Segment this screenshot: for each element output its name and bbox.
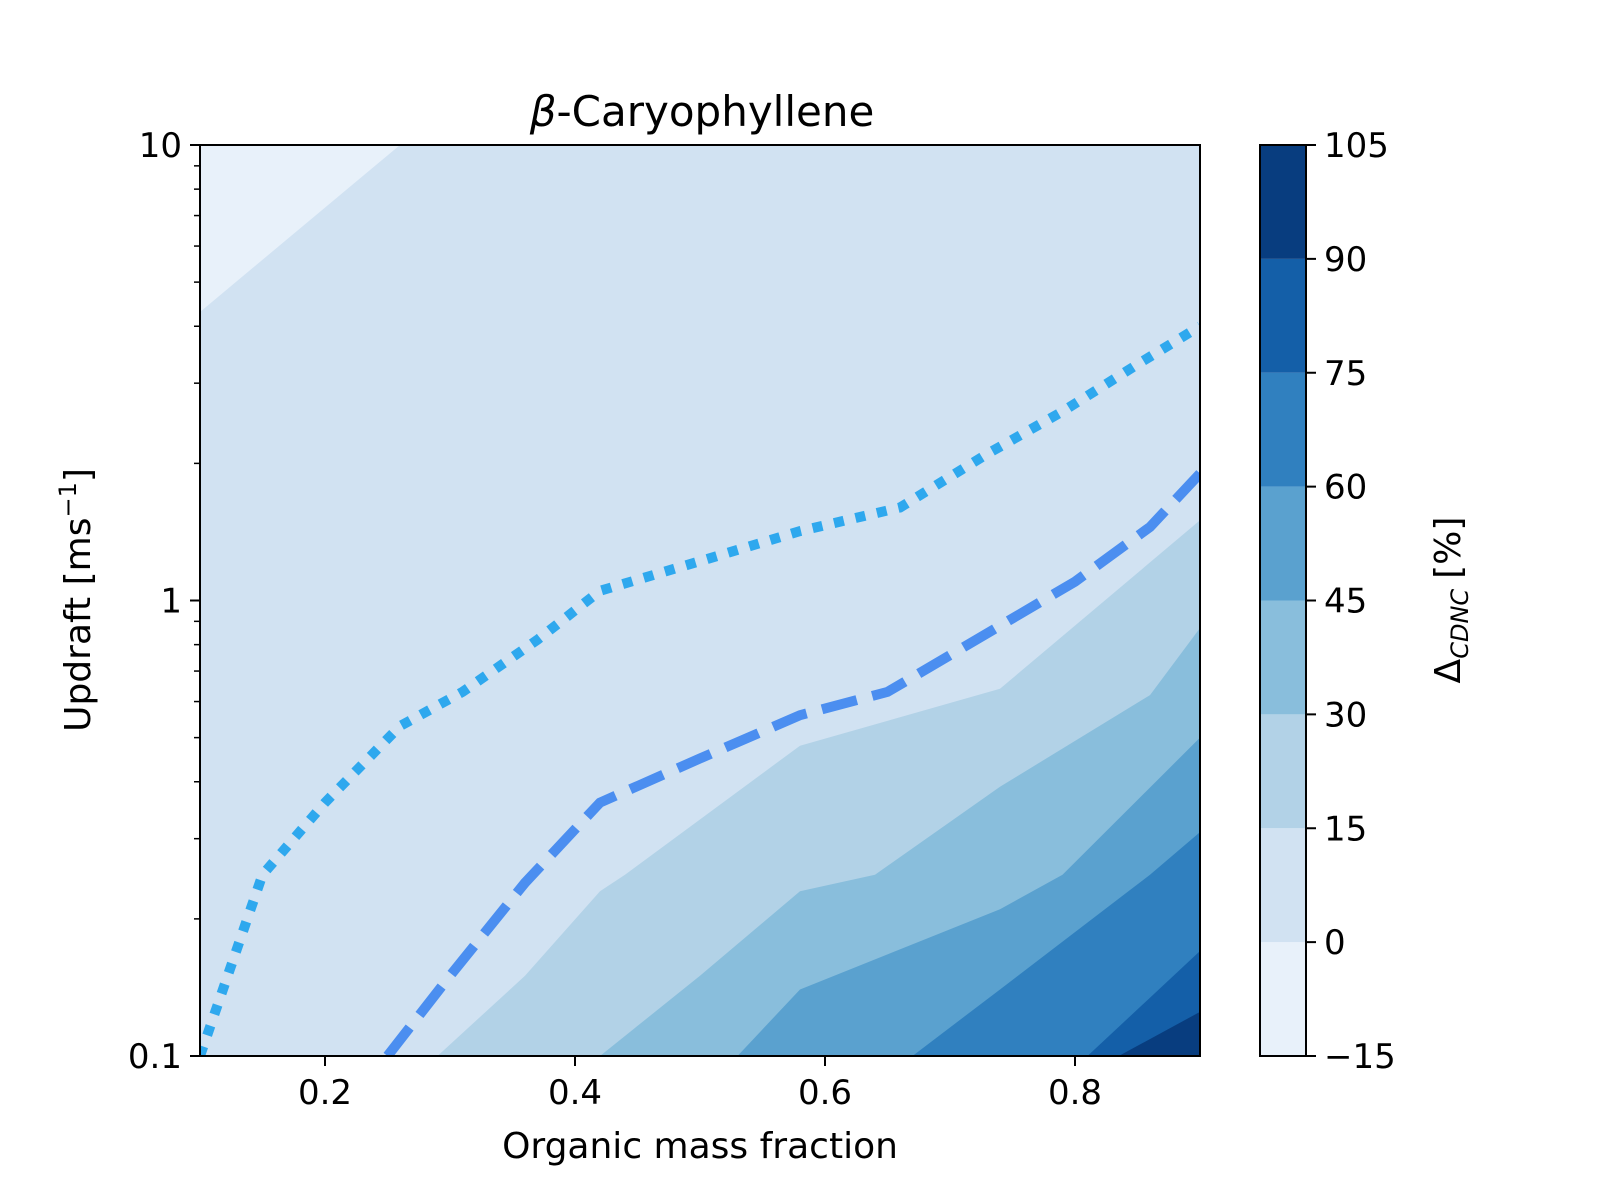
colorbar-label-main: Δ (1428, 658, 1469, 683)
dashed-contour-line (383, 470, 1200, 1056)
colorbar-label-unit: [%] (1428, 517, 1469, 579)
colorbar-segment (1260, 486, 1306, 601)
colorbar-segment (1260, 828, 1306, 943)
colorbar-segment (1260, 942, 1306, 1056)
colorbar-segment (1260, 258, 1306, 373)
colorbar-segment (1260, 714, 1306, 829)
y-axis: 0.1 1 10 (128, 126, 200, 1077)
colorbar: −15 0 15 30 45 60 75 90 105 (1259, 126, 1396, 1077)
contour-fill-level-5 (912, 832, 1200, 1056)
contour-fill-level-top (1118, 1011, 1200, 1056)
y-axis-label-text: Updraft [ms (58, 518, 99, 732)
colorbar-segment (1260, 600, 1306, 715)
contour-lines (200, 321, 1200, 1056)
colorbar-tick-label: 45 (1324, 582, 1367, 622)
y-tick-label: 1 (160, 582, 182, 622)
colorbar-tick-label: 60 (1324, 468, 1367, 508)
x-tick-label: 0.4 (548, 1073, 602, 1113)
colorbar-tick-label: 75 (1324, 354, 1367, 394)
y-axis-label-sup: −1 (54, 482, 82, 517)
colorbar-segment (1260, 372, 1306, 487)
contour-fill-level-0 (200, 145, 400, 312)
colorbar-tick-label: −15 (1324, 1037, 1396, 1077)
dotted-contour-line (200, 321, 1200, 1056)
contour-fills (200, 145, 1200, 1056)
x-axis: 0.2 0.4 0.6 0.8 (298, 1056, 1102, 1113)
colorbar-label-sub: CDNC (1446, 589, 1474, 659)
colorbar-segment (1260, 145, 1306, 259)
chart-title: β-Caryophyllene (529, 87, 875, 136)
y-tick-label: 0.1 (128, 1037, 182, 1077)
colorbar-tick-label: 90 (1324, 240, 1367, 280)
x-tick-label: 0.8 (1048, 1073, 1102, 1113)
chart-title-text: -Caryophyllene (557, 87, 875, 136)
colorbar-label: ΔCDNC [%] (1428, 517, 1474, 684)
y-axis-label: Updraft [ms−1] (54, 468, 99, 732)
x-axis-label: Organic mass fraction (502, 1126, 898, 1167)
x-tick-label: 0.2 (298, 1073, 352, 1113)
y-tick-label: 10 (139, 126, 182, 166)
colorbar-tick-label: 0 (1324, 923, 1346, 963)
colorbar-tick-label: 30 (1324, 695, 1367, 735)
colorbar-tick-label: 15 (1324, 809, 1367, 849)
colorbar-tick-label: 105 (1324, 126, 1389, 166)
x-tick-label: 0.6 (798, 1073, 852, 1113)
y-axis-label-close: ] (58, 468, 99, 482)
chart-title-italic-prefix: β (529, 87, 557, 136)
